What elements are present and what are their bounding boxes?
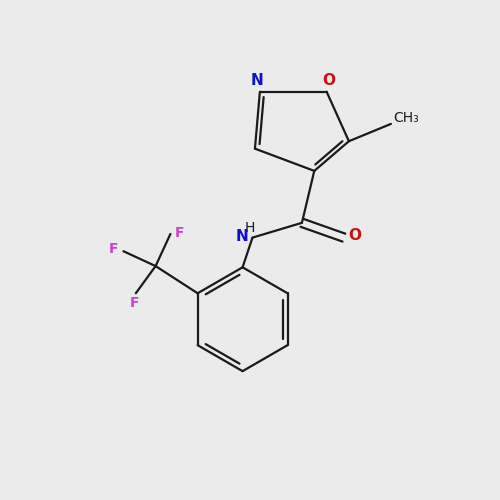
Text: F: F <box>130 296 140 310</box>
Text: O: O <box>348 228 362 243</box>
Text: N: N <box>235 228 248 244</box>
Text: F: F <box>174 226 184 240</box>
Text: H: H <box>245 220 255 234</box>
Text: CH₃: CH₃ <box>394 111 419 125</box>
Text: N: N <box>251 74 264 88</box>
Text: O: O <box>322 74 336 88</box>
Text: F: F <box>109 242 118 256</box>
